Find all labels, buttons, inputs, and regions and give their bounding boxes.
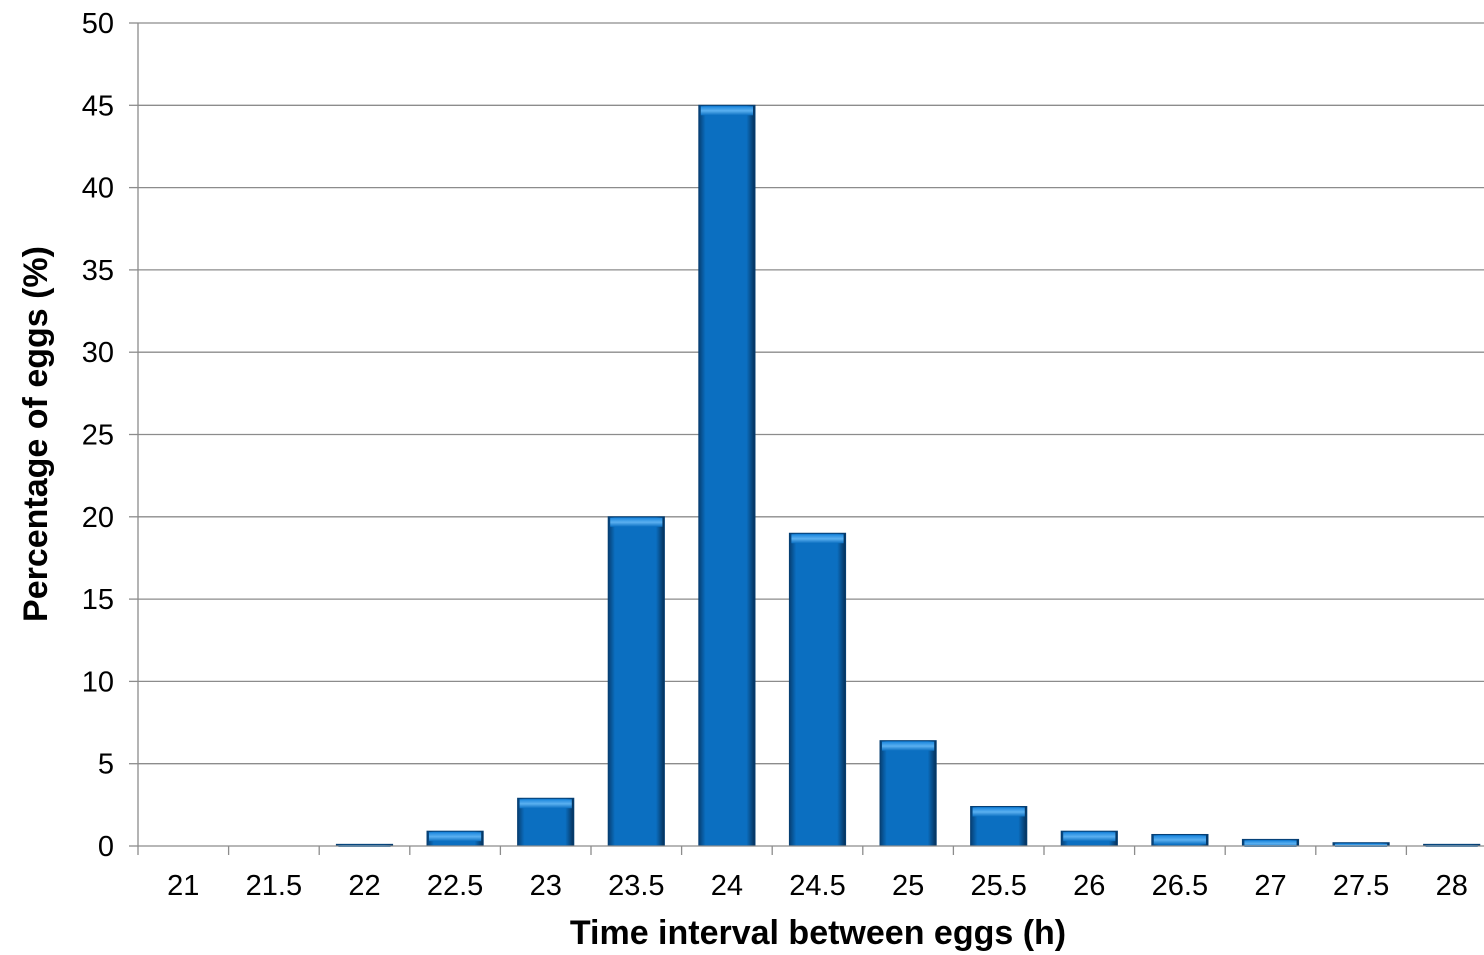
- bar-cap: [972, 807, 1025, 817]
- bar: [879, 740, 937, 847]
- x-tick-label: 23: [530, 870, 562, 902]
- bar-cap: [700, 106, 753, 116]
- x-tick-label: 25.5: [970, 870, 1026, 902]
- y-tick-labels: 0 5 10 15 20 25 30 35 40 45 50: [82, 8, 114, 863]
- y-tick-label: 50: [82, 8, 114, 40]
- y-tick-label: 25: [82, 420, 114, 452]
- x-axis-title: Time interval between eggs (h): [570, 914, 1066, 952]
- x-tick-label: 28: [1436, 870, 1468, 902]
- x-tick-label: 22.5: [427, 870, 483, 902]
- bar: [970, 805, 1028, 847]
- x-tick-label: 25: [892, 870, 924, 902]
- bar-cap: [1063, 832, 1116, 842]
- x-tick-label: 24: [711, 870, 743, 902]
- bar-cap: [882, 741, 935, 751]
- bar-body: [879, 740, 937, 847]
- bar-body: [698, 104, 756, 847]
- y-tick-label: 40: [82, 173, 114, 205]
- y-tick-label: 30: [82, 337, 114, 369]
- y-tick-label: 5: [98, 749, 114, 781]
- x-tick-label: 27: [1254, 870, 1286, 902]
- x-tick-label: 27.5: [1333, 870, 1389, 902]
- bar-cap: [429, 832, 482, 842]
- bar-cap: [1153, 835, 1206, 845]
- bar-cap: [519, 799, 572, 809]
- bar-series: [335, 104, 1481, 847]
- bar: [788, 532, 847, 847]
- x-tick-label: 26.5: [1152, 870, 1208, 902]
- x-tick-label: 26: [1073, 870, 1105, 902]
- y-tick-label: 20: [82, 502, 114, 534]
- bar: [1060, 830, 1118, 847]
- y-tick-label: 45: [82, 90, 114, 122]
- bar-cap: [791, 534, 844, 544]
- bar-body: [788, 532, 847, 847]
- y-tick-label: 0: [98, 831, 114, 863]
- bar: [517, 797, 575, 847]
- x-tick-label: 21: [167, 870, 199, 902]
- x-tick-label: 23.5: [608, 870, 664, 902]
- bar-cap: [1244, 840, 1297, 847]
- x-tick-labels: 21 21.5 22 22.5 23 23.5 24 24.5 25 25.5 26 26.5 27 27…: [167, 870, 1468, 902]
- bar: [607, 516, 665, 847]
- axes: [137, 23, 1484, 855]
- x-tick-label: 21.5: [246, 870, 302, 902]
- bar-cap: [610, 517, 663, 527]
- bar: [698, 104, 756, 847]
- x-tick-label: 22: [348, 870, 380, 902]
- y-tick-label: 35: [82, 255, 114, 287]
- bar: [1151, 833, 1209, 847]
- bar-body: [607, 516, 665, 847]
- y-tick-label: 15: [82, 584, 114, 616]
- y-tick-label: 10: [82, 666, 114, 698]
- y-axis-title: Percentage of eggs (%): [17, 246, 55, 622]
- bar: [426, 830, 484, 847]
- x-tick-label: 24.5: [789, 870, 845, 902]
